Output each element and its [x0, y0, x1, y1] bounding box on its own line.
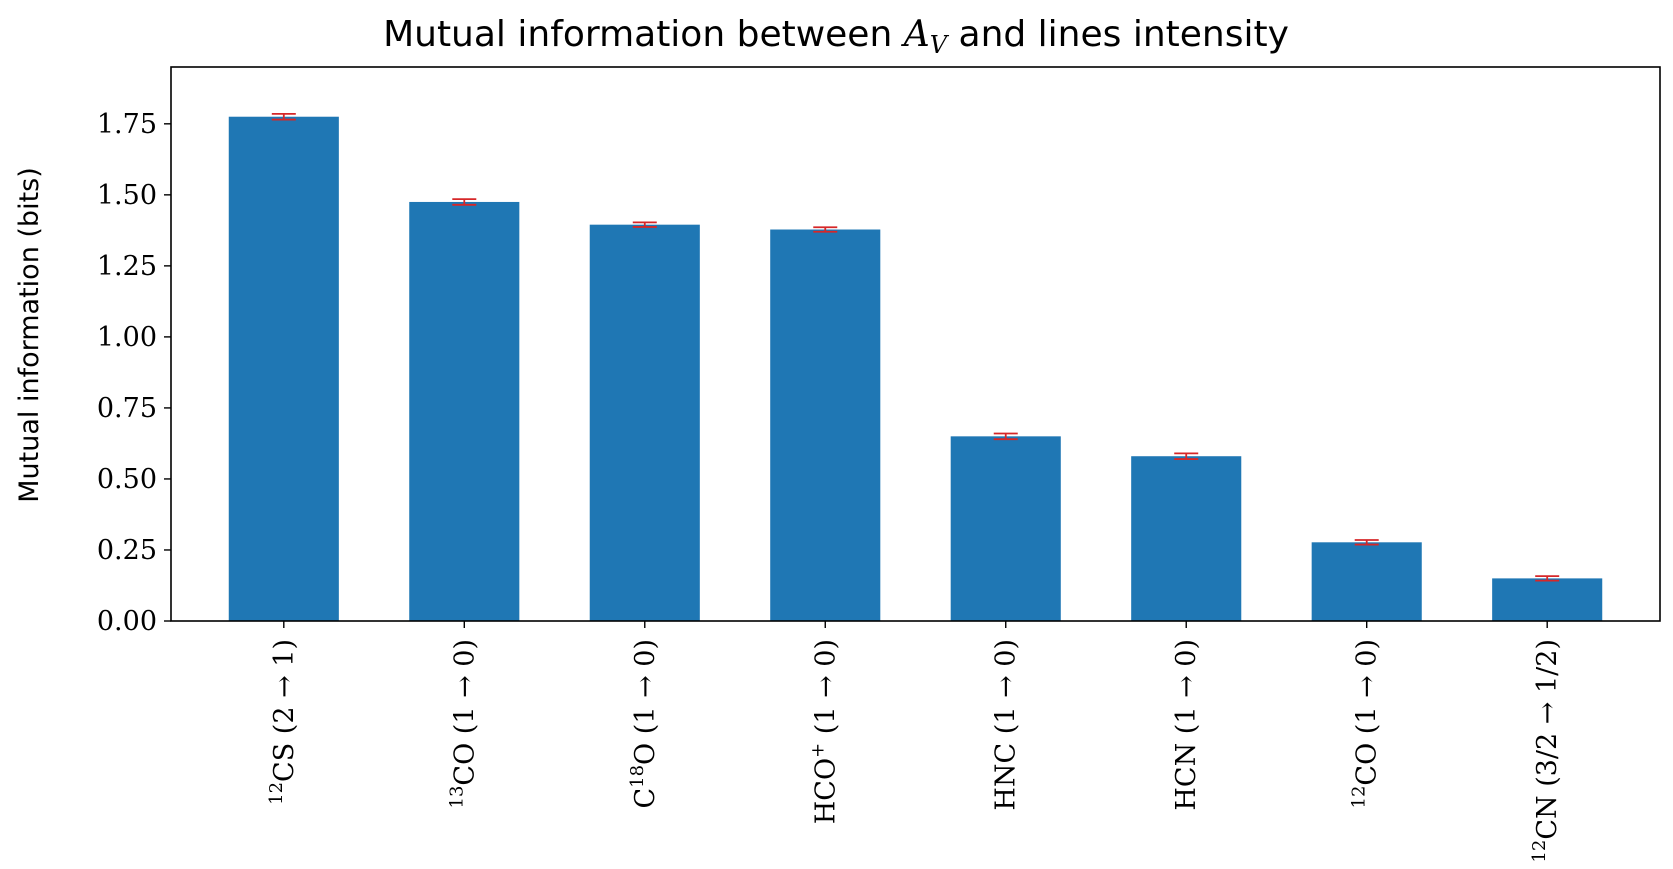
y-tick-label-3: 0.75 [97, 393, 157, 424]
x-axis-ticks: 12CS (2 → 1) 13CO (1 → 0) C18O (1 → 0) HCO+… [266, 621, 1563, 863]
x-tick-label-7: 12CN (3/2 → 1/2) [1529, 639, 1563, 863]
bar-5 [1131, 456, 1242, 621]
x-tick-label-1: 13CO (1 → 0) [446, 639, 480, 809]
y-axis-label: Mutual information (bits) [14, 167, 45, 503]
chart-title: Mutual information between AV and lines … [383, 14, 1289, 59]
y-tick-label-4: 1.00 [97, 322, 157, 353]
x-tick-label-2: C18O (1 → 0) [627, 639, 661, 809]
x-tick-label-6: 12CO (1 → 0) [1349, 639, 1383, 809]
y-tick-label-2: 0.50 [97, 464, 157, 495]
plot-frame [170, 66, 1661, 622]
bar-7 [1492, 578, 1603, 621]
bar-2 [589, 224, 700, 621]
y-tick-label-7: 1.75 [97, 109, 157, 140]
y-tick-label-1: 0.25 [97, 535, 157, 566]
bar-0 [228, 116, 339, 621]
bars-layer [228, 116, 1603, 622]
x-tick-label-5: HCN (1 → 0) [1171, 639, 1202, 811]
bar-4 [950, 436, 1061, 621]
y-tick-label-5: 1.25 [97, 251, 157, 282]
bar-1 [409, 201, 520, 621]
y-tick-label-0: 0.00 [97, 606, 157, 637]
y-axis-ticks: 0.00 0.25 0.50 0.75 1.00 1.25 1.50 1.75 [97, 109, 171, 637]
bar-6 [1311, 542, 1422, 621]
x-tick-label-0: 12CS (2 → 1) [266, 639, 300, 805]
y-tick-label-6: 1.50 [97, 180, 157, 211]
x-tick-label-4: HNC (1 → 0) [991, 639, 1022, 811]
x-tick-label-3: HCO+ (1 → 0) [807, 639, 841, 824]
error-bars-layer [271, 112, 1560, 582]
bar-3 [770, 229, 881, 622]
